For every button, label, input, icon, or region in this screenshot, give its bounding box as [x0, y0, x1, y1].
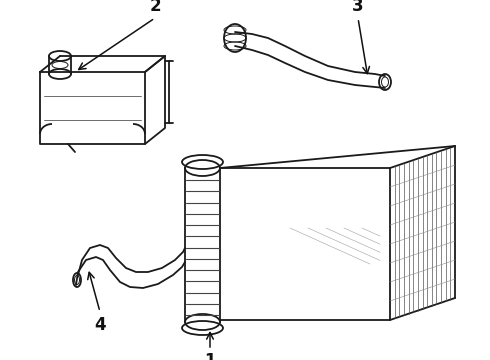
Text: 1: 1 — [204, 352, 216, 360]
Text: 4: 4 — [94, 316, 106, 334]
Text: 2: 2 — [149, 0, 161, 15]
Text: 3: 3 — [352, 0, 364, 15]
